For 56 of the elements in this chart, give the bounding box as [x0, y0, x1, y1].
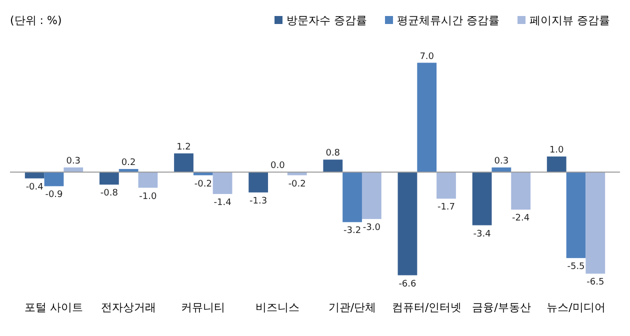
- bar: [566, 172, 586, 258]
- data-label: -0.2: [288, 179, 306, 190]
- x-tick-label: 비즈니스: [256, 301, 300, 314]
- bar: [138, 172, 158, 188]
- bar: [99, 172, 119, 185]
- data-label: -0.9: [45, 190, 64, 200]
- x-tick-label: 전자상거래: [101, 301, 156, 314]
- x-tick-label: 뉴스/미디어: [546, 301, 606, 314]
- data-label: 0.3: [494, 156, 509, 166]
- data-label: -2.4: [512, 214, 530, 224]
- data-label: 0.2: [121, 158, 136, 168]
- x-tick-label: 금융/부동산: [472, 301, 531, 314]
- bar: [44, 172, 64, 186]
- legend-label: 방문자수 증감률: [286, 14, 367, 27]
- bar: [417, 62, 437, 172]
- data-label: 1.0: [549, 146, 564, 156]
- x-tick-label: 커뮤니티: [181, 301, 226, 314]
- data-label: -6.5: [586, 278, 604, 288]
- bar: [362, 172, 382, 219]
- data-label: -5.5: [567, 262, 585, 272]
- bar: [472, 172, 492, 226]
- data-label: -1.4: [214, 198, 232, 208]
- data-label: 1.2: [176, 142, 191, 152]
- bar: [193, 172, 213, 176]
- bar: [323, 160, 343, 172]
- bar: [342, 172, 362, 222]
- data-label: -3.2: [344, 226, 362, 236]
- x-tick-label: 포털 사이트: [24, 301, 84, 314]
- x-tick-label: 기관/단체: [328, 301, 376, 314]
- data-label: -0.2: [194, 179, 212, 190]
- data-label: 0.8: [326, 148, 340, 159]
- bar: [586, 172, 606, 274]
- data-label: -6.6: [398, 279, 417, 290]
- x-tick-label: 컴퓨터/인터넷: [392, 301, 462, 314]
- legend-label: 평균체류시간 증감률: [397, 14, 500, 27]
- data-label: -3.0: [362, 223, 381, 233]
- legend-label: 페이지뷰 증감률: [530, 14, 610, 27]
- data-label: 0.0: [270, 161, 286, 172]
- data-label: -1.3: [250, 196, 268, 206]
- data-label: -0.4: [26, 182, 44, 192]
- text: (단위 : %): [10, 14, 62, 27]
- bar: [436, 172, 456, 199]
- bar: [248, 172, 268, 192]
- bar: [212, 172, 232, 194]
- bar: [24, 172, 44, 178]
- bar: [546, 156, 566, 172]
- data-label: -1.0: [139, 192, 158, 202]
- bar: [398, 172, 418, 276]
- bar: [174, 153, 194, 172]
- bar: [511, 172, 531, 210]
- data-label: 7.0: [420, 52, 434, 62]
- data-label: -1.7: [437, 202, 456, 213]
- data-label: -3.4: [473, 229, 492, 240]
- data-label: -0.8: [100, 188, 118, 199]
- bar: [287, 172, 307, 176]
- data-label: 0.3: [66, 156, 81, 166]
